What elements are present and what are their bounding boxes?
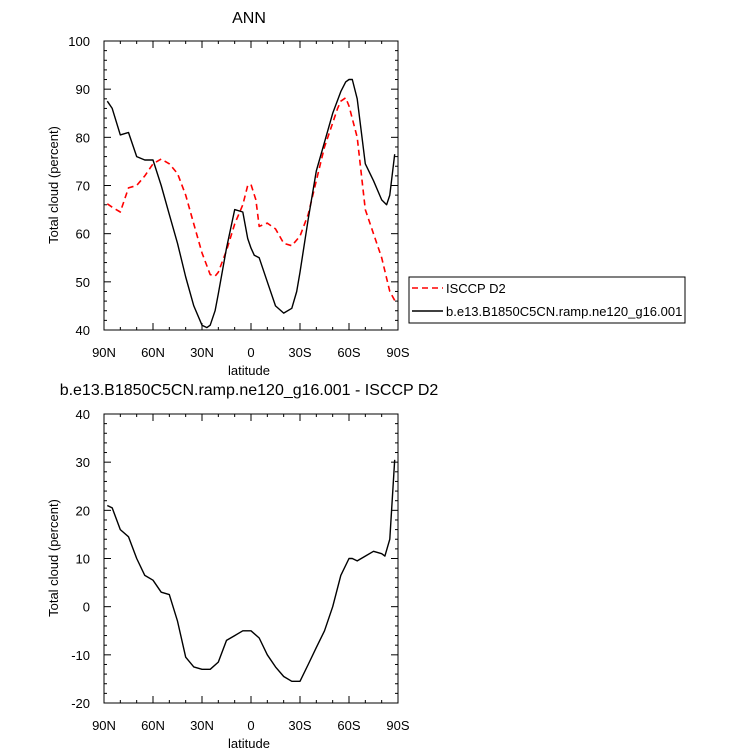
bottom-x-tick-label: 90S: [386, 718, 409, 733]
bottom-y-tick-label: 30: [76, 455, 90, 470]
top-y-tick-label: 70: [76, 179, 90, 194]
legend-box: [408, 276, 686, 324]
bottom-x-tick-label: 0: [247, 718, 254, 733]
top-chart-title: ANN: [232, 10, 266, 27]
top-x-axis-label: latitude: [228, 363, 270, 378]
top-series-line-model: [106, 78, 396, 329]
bottom-y-tick-label: -20: [71, 696, 90, 711]
top-y-tick-label: 80: [76, 130, 90, 145]
bottom-x-axis-label: latitude: [228, 736, 270, 751]
bottom-y-tick-label: 20: [76, 503, 90, 518]
top-x-tick-label: 30N: [190, 345, 214, 360]
bottom-chart-title: b.e13.B1850C5CN.ramp.ne120_g16.001 - ISC…: [60, 382, 439, 399]
bottom-y-tick-label: 10: [76, 552, 90, 567]
bottom-y-tick-label: 40: [76, 407, 90, 422]
bottom-series-line-difference: [106, 459, 396, 682]
legend: ISCCP D2 b.e13.B1850C5CN.ramp.ne120_g16.…: [408, 276, 686, 324]
legend-label-isccp: ISCCP D2: [446, 281, 506, 296]
top-y-tick-label: 90: [76, 82, 90, 97]
legend-label-model: b.e13.B1850C5CN.ramp.ne120_g16.001: [446, 304, 682, 319]
top-x-tick-label: 90N: [92, 345, 116, 360]
top-y-tick-label: 50: [76, 275, 90, 290]
bottom-y-tick-label: 0: [83, 600, 90, 615]
bottom-x-tick-label: 60S: [337, 718, 360, 733]
bottom-x-tick-label: 60N: [141, 718, 165, 733]
bottom-y-axis-label: Total cloud (percent): [46, 499, 61, 617]
bottom-plot-area: 90N 60N 30N 0 30S 60S 90S -20 -10 0 10 20 30 40: [71, 407, 410, 733]
top-x-tick-label: 30S: [288, 345, 311, 360]
top-x-tick-label: 60N: [141, 345, 165, 360]
top-y-axis-label: Total cloud (percent): [46, 126, 61, 244]
bottom-x-tick-label: 30N: [190, 718, 214, 733]
bottom-x-tick-label: 30S: [288, 718, 311, 733]
top-y-tick-label: 60: [76, 227, 90, 242]
top-y-tick-label: 100: [68, 34, 90, 49]
top-series-line-isccp: [106, 97, 398, 304]
top-x-tick-label: 0: [247, 345, 254, 360]
top-plot-area: 90N 60N 30N 0 30S 60S 90S 40 50 60 70 80 90 100: [68, 34, 410, 360]
bottom-plot-frame: [103, 413, 399, 704]
top-x-tick-label: 90S: [386, 345, 409, 360]
bottom-y-tick-label: -10: [71, 648, 90, 663]
bottom-x-tick-label: 90N: [92, 718, 116, 733]
top-y-tick-label: 40: [76, 323, 90, 338]
top-x-tick-label: 60S: [337, 345, 360, 360]
